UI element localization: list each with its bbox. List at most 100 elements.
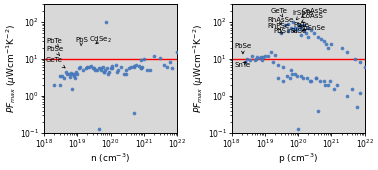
Point (67, 76, 73, 79)
Point (356, 61, 363, 64)
Point (257, 57, 263, 59)
Point (90, 67, 96, 70)
Point (259, 58, 265, 61)
Point (294, 29, 300, 31)
Point (362, 66, 368, 68)
Point (287, 77, 293, 80)
Point (318, 37, 324, 40)
Point (284, 74, 290, 77)
Point (69, 73, 75, 76)
Point (128, 66, 134, 68)
Text: GeTe: GeTe (46, 57, 65, 68)
Point (278, 32, 284, 34)
Point (262, 55, 268, 57)
Point (157, 57, 163, 59)
Text: GeTe: GeTe (271, 8, 288, 17)
Point (131, 66, 137, 68)
Point (294, 74, 300, 77)
Point (139, 66, 146, 68)
Point (275, 77, 281, 80)
Point (106, 70, 112, 73)
Point (84, 66, 90, 68)
Point (86, 66, 92, 68)
Point (299, 27, 305, 30)
X-axis label: p (cm$^{-3}$): p (cm$^{-3}$) (278, 151, 318, 166)
Point (138, 67, 144, 70)
Point (141, 57, 147, 60)
Point (252, 59, 258, 62)
Text: PbS: PbS (75, 37, 88, 46)
Point (258, 56, 264, 59)
Point (101, 70, 107, 73)
Point (323, 43, 329, 45)
Text: PbTe: PbTe (293, 22, 309, 28)
Point (72, 77, 78, 80)
Point (63, 70, 69, 73)
Text: CoAsSe: CoAsSe (302, 8, 328, 17)
Point (344, 51, 350, 54)
Text: PbS: PbS (273, 28, 286, 34)
Text: RhPSe: RhPSe (268, 23, 290, 30)
Point (71, 74, 77, 77)
Point (298, 24, 304, 27)
Point (100, 66, 106, 68)
Point (308, 80, 314, 82)
Point (164, 66, 170, 68)
Point (307, 80, 313, 82)
Point (66, 73, 72, 76)
Point (285, 22, 291, 25)
Point (144, 69, 150, 71)
Point (104, 67, 110, 70)
Point (308, 29, 314, 31)
Point (73, 70, 79, 73)
Point (113, 63, 119, 66)
Point (303, 32, 309, 34)
Point (338, 46, 344, 49)
Point (313, 77, 319, 80)
Point (108, 67, 114, 70)
Point (321, 80, 327, 82)
Point (71, 72, 77, 75)
Point (76, 67, 82, 70)
Point (288, 26, 294, 29)
Point (280, 80, 286, 82)
Point (131, 111, 137, 114)
Point (242, 61, 248, 64)
Point (151, 55, 157, 57)
Point (51, 83, 57, 86)
Point (356, 91, 363, 94)
Point (96, 127, 102, 130)
Point (253, 57, 259, 60)
Point (249, 55, 255, 57)
Text: PbSe: PbSe (46, 46, 63, 55)
Point (344, 94, 350, 97)
Point (285, 30, 291, 33)
Point (317, 80, 323, 82)
Point (57, 83, 63, 86)
Point (109, 67, 115, 70)
Point (94, 69, 100, 71)
Point (305, 26, 311, 29)
Point (294, 26, 300, 29)
Point (245, 57, 251, 60)
Point (136, 64, 142, 67)
Point (115, 69, 121, 71)
Text: CoAsS: CoAsS (302, 13, 324, 22)
Text: IrSbTe: IrSbTe (292, 10, 313, 20)
Point (98, 67, 104, 70)
Point (68, 71, 74, 74)
Point (121, 72, 127, 75)
Point (322, 83, 328, 86)
Point (247, 59, 253, 62)
Point (328, 43, 335, 45)
Point (169, 67, 175, 70)
Point (289, 72, 295, 75)
Point (290, 20, 296, 23)
Point (305, 35, 311, 38)
Point (300, 77, 306, 80)
Point (301, 24, 307, 27)
Point (298, 33, 304, 36)
Point (272, 53, 278, 56)
Point (325, 46, 331, 49)
Point (109, 64, 115, 67)
